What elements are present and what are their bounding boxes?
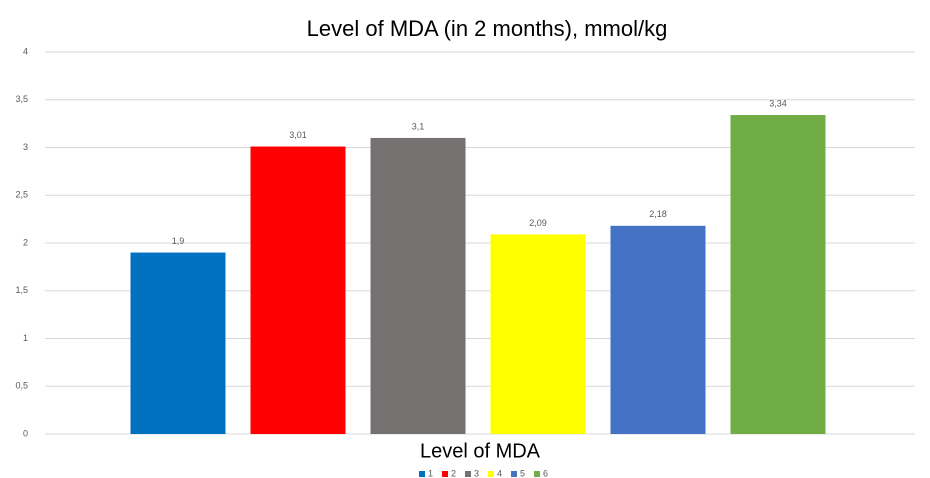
y-tick-label: 4 [23,46,28,56]
value-label: 2,18 [649,209,667,219]
value-label: 3,01 [289,130,307,140]
chart-title: Level of MDA (in 2 months), mmol/kg [307,16,668,41]
bar [730,115,826,434]
legend-swatch [465,471,471,477]
legend-swatch [442,471,448,477]
legend-label: 3 [474,468,479,478]
y-tick-label: 0 [23,428,28,438]
value-label: 3,1 [412,121,425,131]
bar [490,234,586,434]
legend-swatch [511,471,517,477]
y-tick-label: 2,5 [15,190,28,200]
y-tick-label: 1 [23,333,28,343]
legend-swatch [488,471,494,477]
y-tick-label: 3 [23,142,28,152]
value-label: 2,09 [529,218,547,228]
bar [610,225,706,434]
bar [130,252,226,434]
bar [370,137,466,434]
legend-swatch [534,471,540,477]
legend-label: 1 [428,468,433,478]
y-tick-label: 1,5 [15,285,28,295]
bar [250,146,346,435]
legend-label: 2 [451,468,456,478]
value-label: 3,34 [769,98,787,108]
y-tick-label: 3,5 [15,94,28,104]
value-label: 1,9 [172,236,185,246]
legend-label: 6 [543,468,548,478]
x-category-label: Level of MDA [420,440,541,462]
legend-label: 5 [520,468,525,478]
y-tick-label: 0,5 [15,381,28,391]
legend-label: 4 [497,468,502,478]
legend-swatch [419,471,425,477]
y-tick-label: 2 [23,237,28,247]
